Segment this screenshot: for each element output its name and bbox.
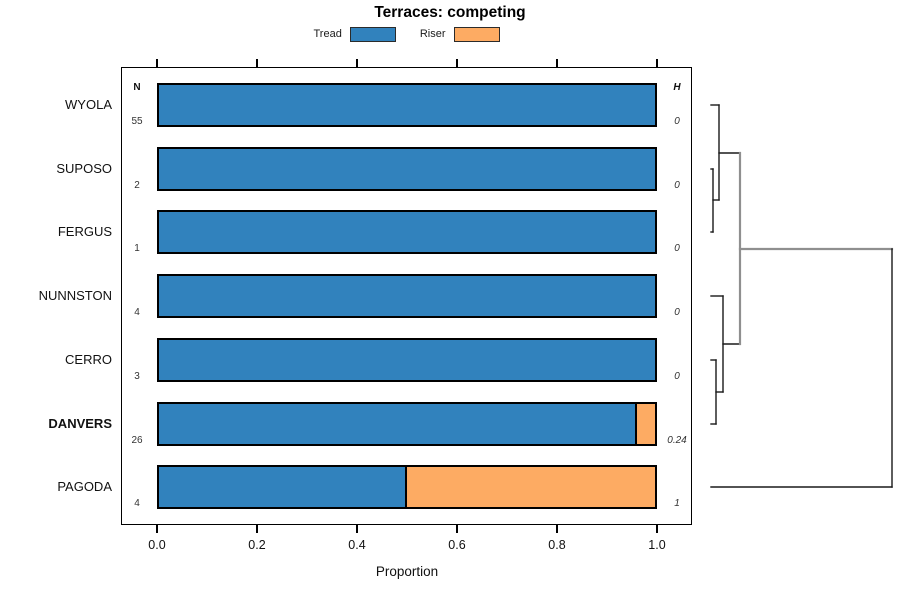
legend-item-riser: Riser <box>419 26 500 42</box>
n-value-danvers: 26 <box>131 434 143 446</box>
legend-swatch-tread <box>349 26 396 42</box>
legend-swatch-riser <box>453 26 500 42</box>
x-axis-tick-bottom <box>656 525 658 533</box>
chart-title: Terraces: competing <box>374 4 526 21</box>
x-axis-tick-label: 0.8 <box>548 538 566 552</box>
x-axis-tick-label: 0.6 <box>448 538 466 552</box>
bar-segment-riser-pagoda <box>405 465 657 510</box>
row-label-fergus: FERGUS <box>57 224 112 240</box>
x-axis-tick-bottom <box>256 525 258 533</box>
x-axis-tick-label: 1.0 <box>648 538 666 552</box>
row-label-nunnston: NUNNSTON <box>38 288 112 304</box>
x-axis-tick-bottom <box>156 525 158 533</box>
x-axis-tick-label: 0.2 <box>248 538 266 552</box>
x-axis-tick-top <box>156 59 158 67</box>
x-axis-tick-top <box>356 59 358 67</box>
x-axis-tick-top <box>656 59 658 67</box>
n-value-fergus: 1 <box>134 243 140 255</box>
bar-segment-tread-danvers <box>157 401 637 446</box>
bar-segment-tread-wyola <box>157 83 657 127</box>
x-axis-tick-bottom <box>356 525 358 533</box>
h-value-danvers: 0.24 <box>667 434 687 446</box>
n-column-header: N <box>133 82 141 93</box>
row-label-danvers: DANVERS <box>48 415 112 431</box>
bar-segment-tread-suposo <box>157 146 657 191</box>
bar-segment-tread-fergus <box>157 210 657 255</box>
legend-item-tread: Tread <box>313 26 396 42</box>
h-value-suposo: 0 <box>674 179 680 191</box>
row-label-pagoda: PAGODA <box>57 479 112 495</box>
plot-panel <box>121 67 692 525</box>
n-value-wyola: 55 <box>131 116 143 127</box>
h-value-pagoda: 1 <box>674 498 680 510</box>
x-axis-tick-bottom <box>556 525 558 533</box>
n-value-cerro: 3 <box>134 370 140 382</box>
n-value-pagoda: 4 <box>134 498 140 510</box>
bar-segment-tread-nunnston <box>157 274 657 319</box>
h-column-header: H <box>673 82 681 93</box>
x-axis-tick-top <box>556 59 558 67</box>
bar-segment-tread-cerro <box>157 337 657 382</box>
h-value-fergus: 0 <box>674 243 680 255</box>
row-label-wyola: WYOLA <box>65 97 112 112</box>
row-label-suposo: SUPOSO <box>56 160 112 176</box>
x-axis-tick-top <box>456 59 458 67</box>
h-value-cerro: 0 <box>674 370 680 382</box>
bar-segment-tread-pagoda <box>157 465 407 510</box>
x-axis-tick-label: 0.0 <box>148 538 166 552</box>
x-axis-title: Proportion <box>375 564 439 579</box>
n-value-nunnston: 4 <box>134 307 140 319</box>
legend-label: Riser <box>419 28 446 40</box>
legend-label: Tread <box>313 28 342 40</box>
x-axis-tick-top <box>256 59 258 67</box>
h-value-wyola: 0 <box>674 116 680 127</box>
row-label-cerro: CERRO <box>65 351 112 367</box>
n-value-suposo: 2 <box>134 179 140 191</box>
bar-segment-riser-danvers <box>635 401 657 446</box>
x-axis-tick-label: 0.4 <box>348 538 366 552</box>
h-value-nunnston: 0 <box>674 307 680 319</box>
legend: Tread Riser <box>121 26 692 42</box>
x-axis-tick-bottom <box>456 525 458 533</box>
